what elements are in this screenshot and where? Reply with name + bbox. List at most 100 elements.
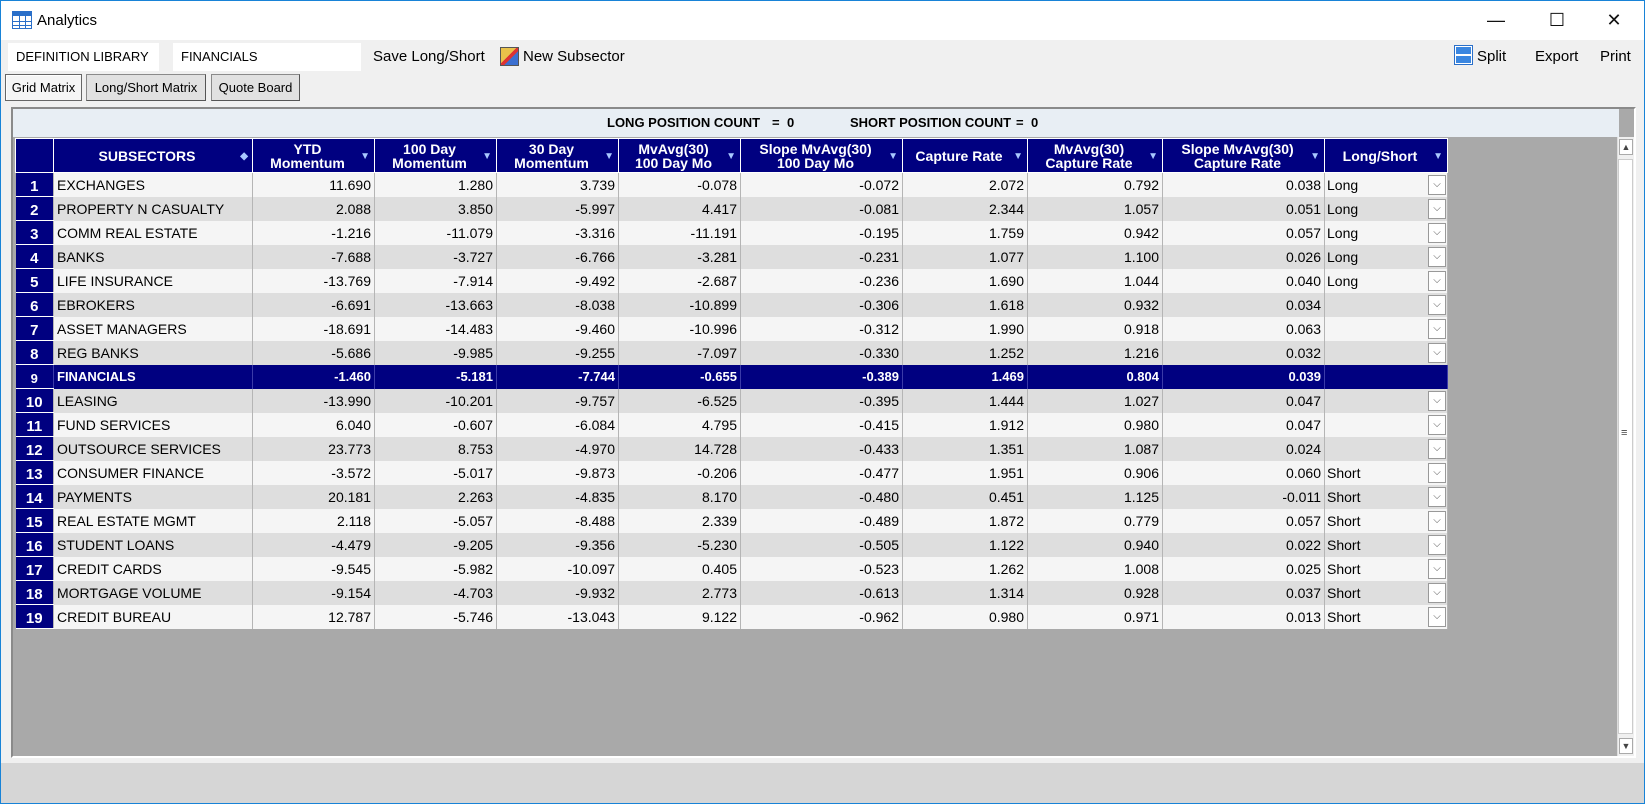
long-short-select[interactable]: ⌵ [1324,412,1448,437]
value-cell[interactable]: -1.216 [252,220,375,245]
chevron-down-icon[interactable]: ⌵ [1428,246,1446,267]
chevron-down-icon[interactable]: ⌵ [1428,486,1446,507]
value-cell[interactable]: -3.316 [496,220,619,245]
row-number[interactable]: 12 [15,436,54,461]
value-cell[interactable]: 8.170 [618,484,741,509]
value-cell[interactable]: 1.690 [902,268,1028,293]
row-number[interactable]: 3 [15,220,54,245]
value-cell[interactable]: -9.205 [374,532,497,557]
value-cell[interactable]: 2.118 [252,508,375,533]
table-row-selected[interactable]: 9 FINANCIALS -1.460 -5.181 -7.744 -0.655 -0.38… [15,364,1448,389]
value-cell[interactable]: 0.038 [1162,172,1325,197]
scroll-up-icon[interactable]: ▲ [1619,139,1633,155]
value-cell[interactable]: 9.122 [618,604,741,629]
value-cell[interactable]: 0.971 [1027,604,1163,629]
subsector-name[interactable]: OUTSOURCE SERVICES [53,436,253,461]
value-cell[interactable]: 1.057 [1027,196,1163,221]
long-short-select[interactable]: Long ⌵ [1324,268,1448,293]
table-row[interactable]: 13 CONSUMER FINANCE -3.572 -5.017 -9.873 -0.2… [15,460,1448,485]
value-cell[interactable]: 1.252 [902,340,1028,365]
value-cell[interactable]: 2.088 [252,196,375,221]
sort-down-icon[interactable]: ▼ [1310,151,1320,162]
table-row[interactable]: 18 MORTGAGE VOLUME -9.154 -4.703 -9.932 2.773… [15,580,1448,605]
value-cell[interactable]: 1.280 [374,172,497,197]
value-cell[interactable]: -8.038 [496,292,619,317]
value-cell[interactable]: -9.985 [374,340,497,365]
table-row[interactable]: 8 REG BANKS -5.686 -9.985 -9.255 -7.097 -0.330… [15,340,1448,365]
value-cell[interactable]: -0.480 [740,484,903,509]
value-cell[interactable]: 1.008 [1027,556,1163,581]
new-subsector-button[interactable]: New Subsector [523,48,625,65]
chevron-down-icon[interactable]: ⌵ [1428,438,1446,459]
value-cell[interactable]: 12.787 [252,604,375,629]
value-cell[interactable]: 0.792 [1027,172,1163,197]
long-short-select[interactable]: Long ⌵ [1324,220,1448,245]
sort-down-icon[interactable]: ▼ [726,151,736,162]
value-cell[interactable]: 0.057 [1162,220,1325,245]
column-header[interactable]: Slope MvAvg(30) 100 Day Mo ▼ [740,138,903,173]
chevron-down-icon[interactable]: ⌵ [1428,318,1446,339]
value-cell[interactable]: 1.122 [902,532,1028,557]
value-cell[interactable]: 0.940 [1027,532,1163,557]
value-cell[interactable]: 0.063 [1162,316,1325,341]
value-cell[interactable]: -10.201 [374,388,497,413]
value-cell[interactable]: -5.997 [496,196,619,221]
subsector-name[interactable]: STUDENT LOANS [53,532,253,557]
value-cell[interactable]: -0.489 [740,508,903,533]
long-short-select[interactable]: Short ⌵ [1324,580,1448,605]
value-cell[interactable]: -3.572 [252,460,375,485]
value-cell[interactable]: -9.757 [496,388,619,413]
value-cell[interactable]: 0.022 [1162,532,1325,557]
value-cell[interactable]: -8.488 [496,508,619,533]
value-cell[interactable]: -0.389 [740,364,903,389]
value-cell[interactable]: -0.072 [740,172,903,197]
long-short-select[interactable] [1324,364,1448,389]
sort-down-icon[interactable]: ▼ [604,151,614,162]
table-row[interactable]: 7 ASSET MANAGERS -18.691 -14.483 -9.460 -10.9… [15,316,1448,341]
value-cell[interactable]: 4.417 [618,196,741,221]
value-cell[interactable]: 2.339 [618,508,741,533]
value-cell[interactable]: -6.084 [496,412,619,437]
table-row[interactable]: 2 PROPERTY N CASUALTY 2.088 3.850 -5.997 4.41… [15,196,1448,221]
subsector-name[interactable]: EBROKERS [53,292,253,317]
chevron-down-icon[interactable]: ⌵ [1428,462,1446,483]
value-cell[interactable]: -4.835 [496,484,619,509]
value-cell[interactable]: 0.942 [1027,220,1163,245]
value-cell[interactable]: -9.492 [496,268,619,293]
value-cell[interactable]: 1.618 [902,292,1028,317]
value-cell[interactable]: -6.525 [618,388,741,413]
row-number[interactable]: 9 [15,364,54,389]
long-short-select[interactable]: Short ⌵ [1324,460,1448,485]
long-short-select[interactable]: ⌵ [1324,340,1448,365]
value-cell[interactable]: 0.032 [1162,340,1325,365]
value-cell[interactable]: 1.027 [1027,388,1163,413]
row-number[interactable]: 7 [15,316,54,341]
value-cell[interactable]: -6.691 [252,292,375,317]
column-header[interactable]: Slope MvAvg(30) Capture Rate ▼ [1162,138,1325,173]
value-cell[interactable]: -3.727 [374,244,497,269]
value-cell[interactable]: 6.040 [252,412,375,437]
table-row[interactable]: 12 OUTSOURCE SERVICES 23.773 8.753 -4.970 14.… [15,436,1448,461]
value-cell[interactable]: 0.932 [1027,292,1163,317]
value-cell[interactable]: -9.356 [496,532,619,557]
export-button[interactable]: Export [1535,48,1579,65]
chevron-down-icon[interactable]: ⌵ [1428,534,1446,555]
value-cell[interactable]: -0.011 [1162,484,1325,509]
value-cell[interactable]: -0.395 [740,388,903,413]
row-number[interactable]: 6 [15,292,54,317]
subsector-name[interactable]: LEASING [53,388,253,413]
value-cell[interactable]: 1.077 [902,244,1028,269]
value-cell[interactable]: 0.025 [1162,556,1325,581]
subsector-name[interactable]: FINANCIALS [53,364,253,389]
value-cell[interactable]: -0.505 [740,532,903,557]
sort-down-icon[interactable]: ▼ [360,151,370,162]
subsector-name[interactable]: ASSET MANAGERS [53,316,253,341]
long-short-select[interactable]: Long ⌵ [1324,172,1448,197]
table-row[interactable]: 14 PAYMENTS 20.181 2.263 -4.835 8.170 -0.480 0.… [15,484,1448,509]
value-cell[interactable]: 0.026 [1162,244,1325,269]
value-cell[interactable]: 0.040 [1162,268,1325,293]
value-cell[interactable]: 4.795 [618,412,741,437]
value-cell[interactable]: 0.013 [1162,604,1325,629]
value-cell[interactable]: -7.744 [496,364,619,389]
table-row[interactable]: 5 LIFE INSURANCE -13.769 -7.914 -9.492 -2.687… [15,268,1448,293]
